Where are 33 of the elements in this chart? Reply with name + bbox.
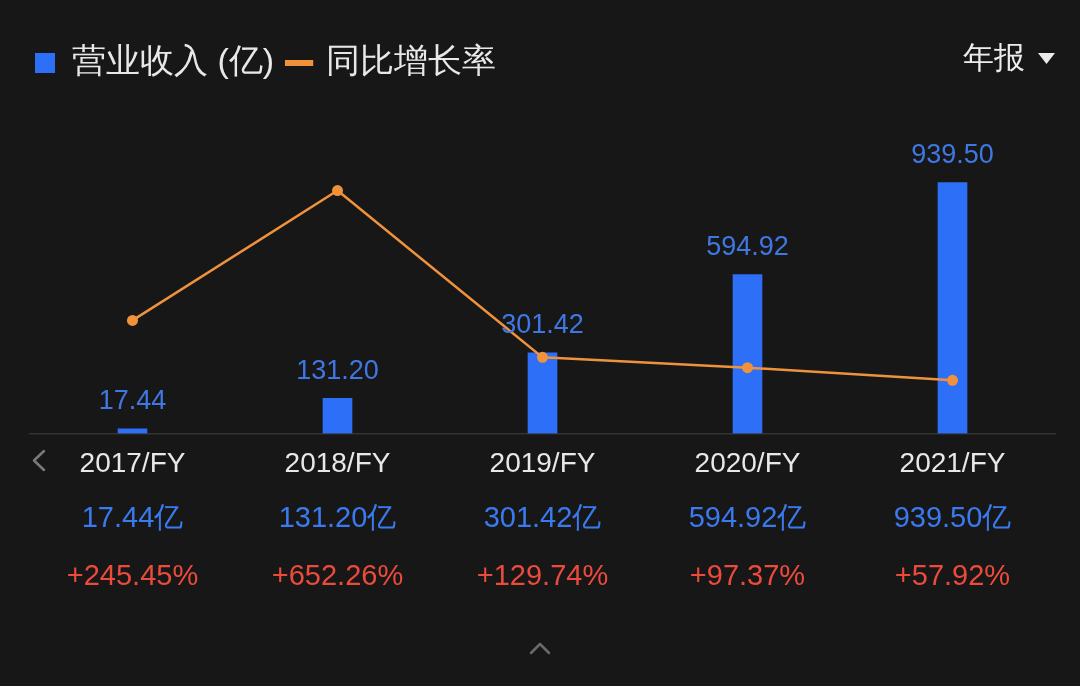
- bar: [117, 428, 148, 434]
- text: 年报: [963, 40, 1025, 76]
- data-label: 939.50: [911, 139, 994, 170]
- point: [537, 351, 548, 363]
- x-tick-label: 2020/FY: [694, 446, 801, 478]
- x-tick-label: 2018/FY: [284, 446, 391, 478]
- text: 594.92亿: [688, 501, 807, 534]
- text: 301.42亿: [483, 501, 602, 534]
- data-label: 301.42: [501, 309, 584, 340]
- point: [947, 374, 958, 386]
- data-label: 17.44: [98, 385, 167, 416]
- bar: [527, 352, 558, 434]
- point: [332, 185, 343, 197]
- text: 131.20亿: [278, 501, 397, 534]
- bar: [937, 182, 968, 434]
- text: 17.44亿: [81, 501, 184, 534]
- text: 939.50亿: [893, 501, 1012, 534]
- data-label: +652.26%: [271, 559, 404, 592]
- point: [742, 362, 753, 374]
- data-label: +57.92%: [894, 559, 1011, 592]
- data-label: 594.92: [706, 231, 789, 262]
- x-tick-label: 2021/FY: [899, 446, 1006, 478]
- bar: [322, 398, 353, 434]
- data-label: +129.74%: [476, 559, 609, 592]
- legend-label: 营业收入 (亿): [72, 41, 275, 80]
- data-label: 131.20: [296, 354, 379, 385]
- point: [127, 314, 138, 326]
- x-tick-label: 2019/FY: [489, 446, 596, 478]
- data-label: +97.37%: [689, 559, 806, 592]
- bar: [732, 274, 763, 434]
- legend-label: 同比增长率: [326, 41, 497, 80]
- data-label: +245.45%: [66, 559, 199, 592]
- x-tick-label: 2017/FY: [79, 446, 186, 478]
